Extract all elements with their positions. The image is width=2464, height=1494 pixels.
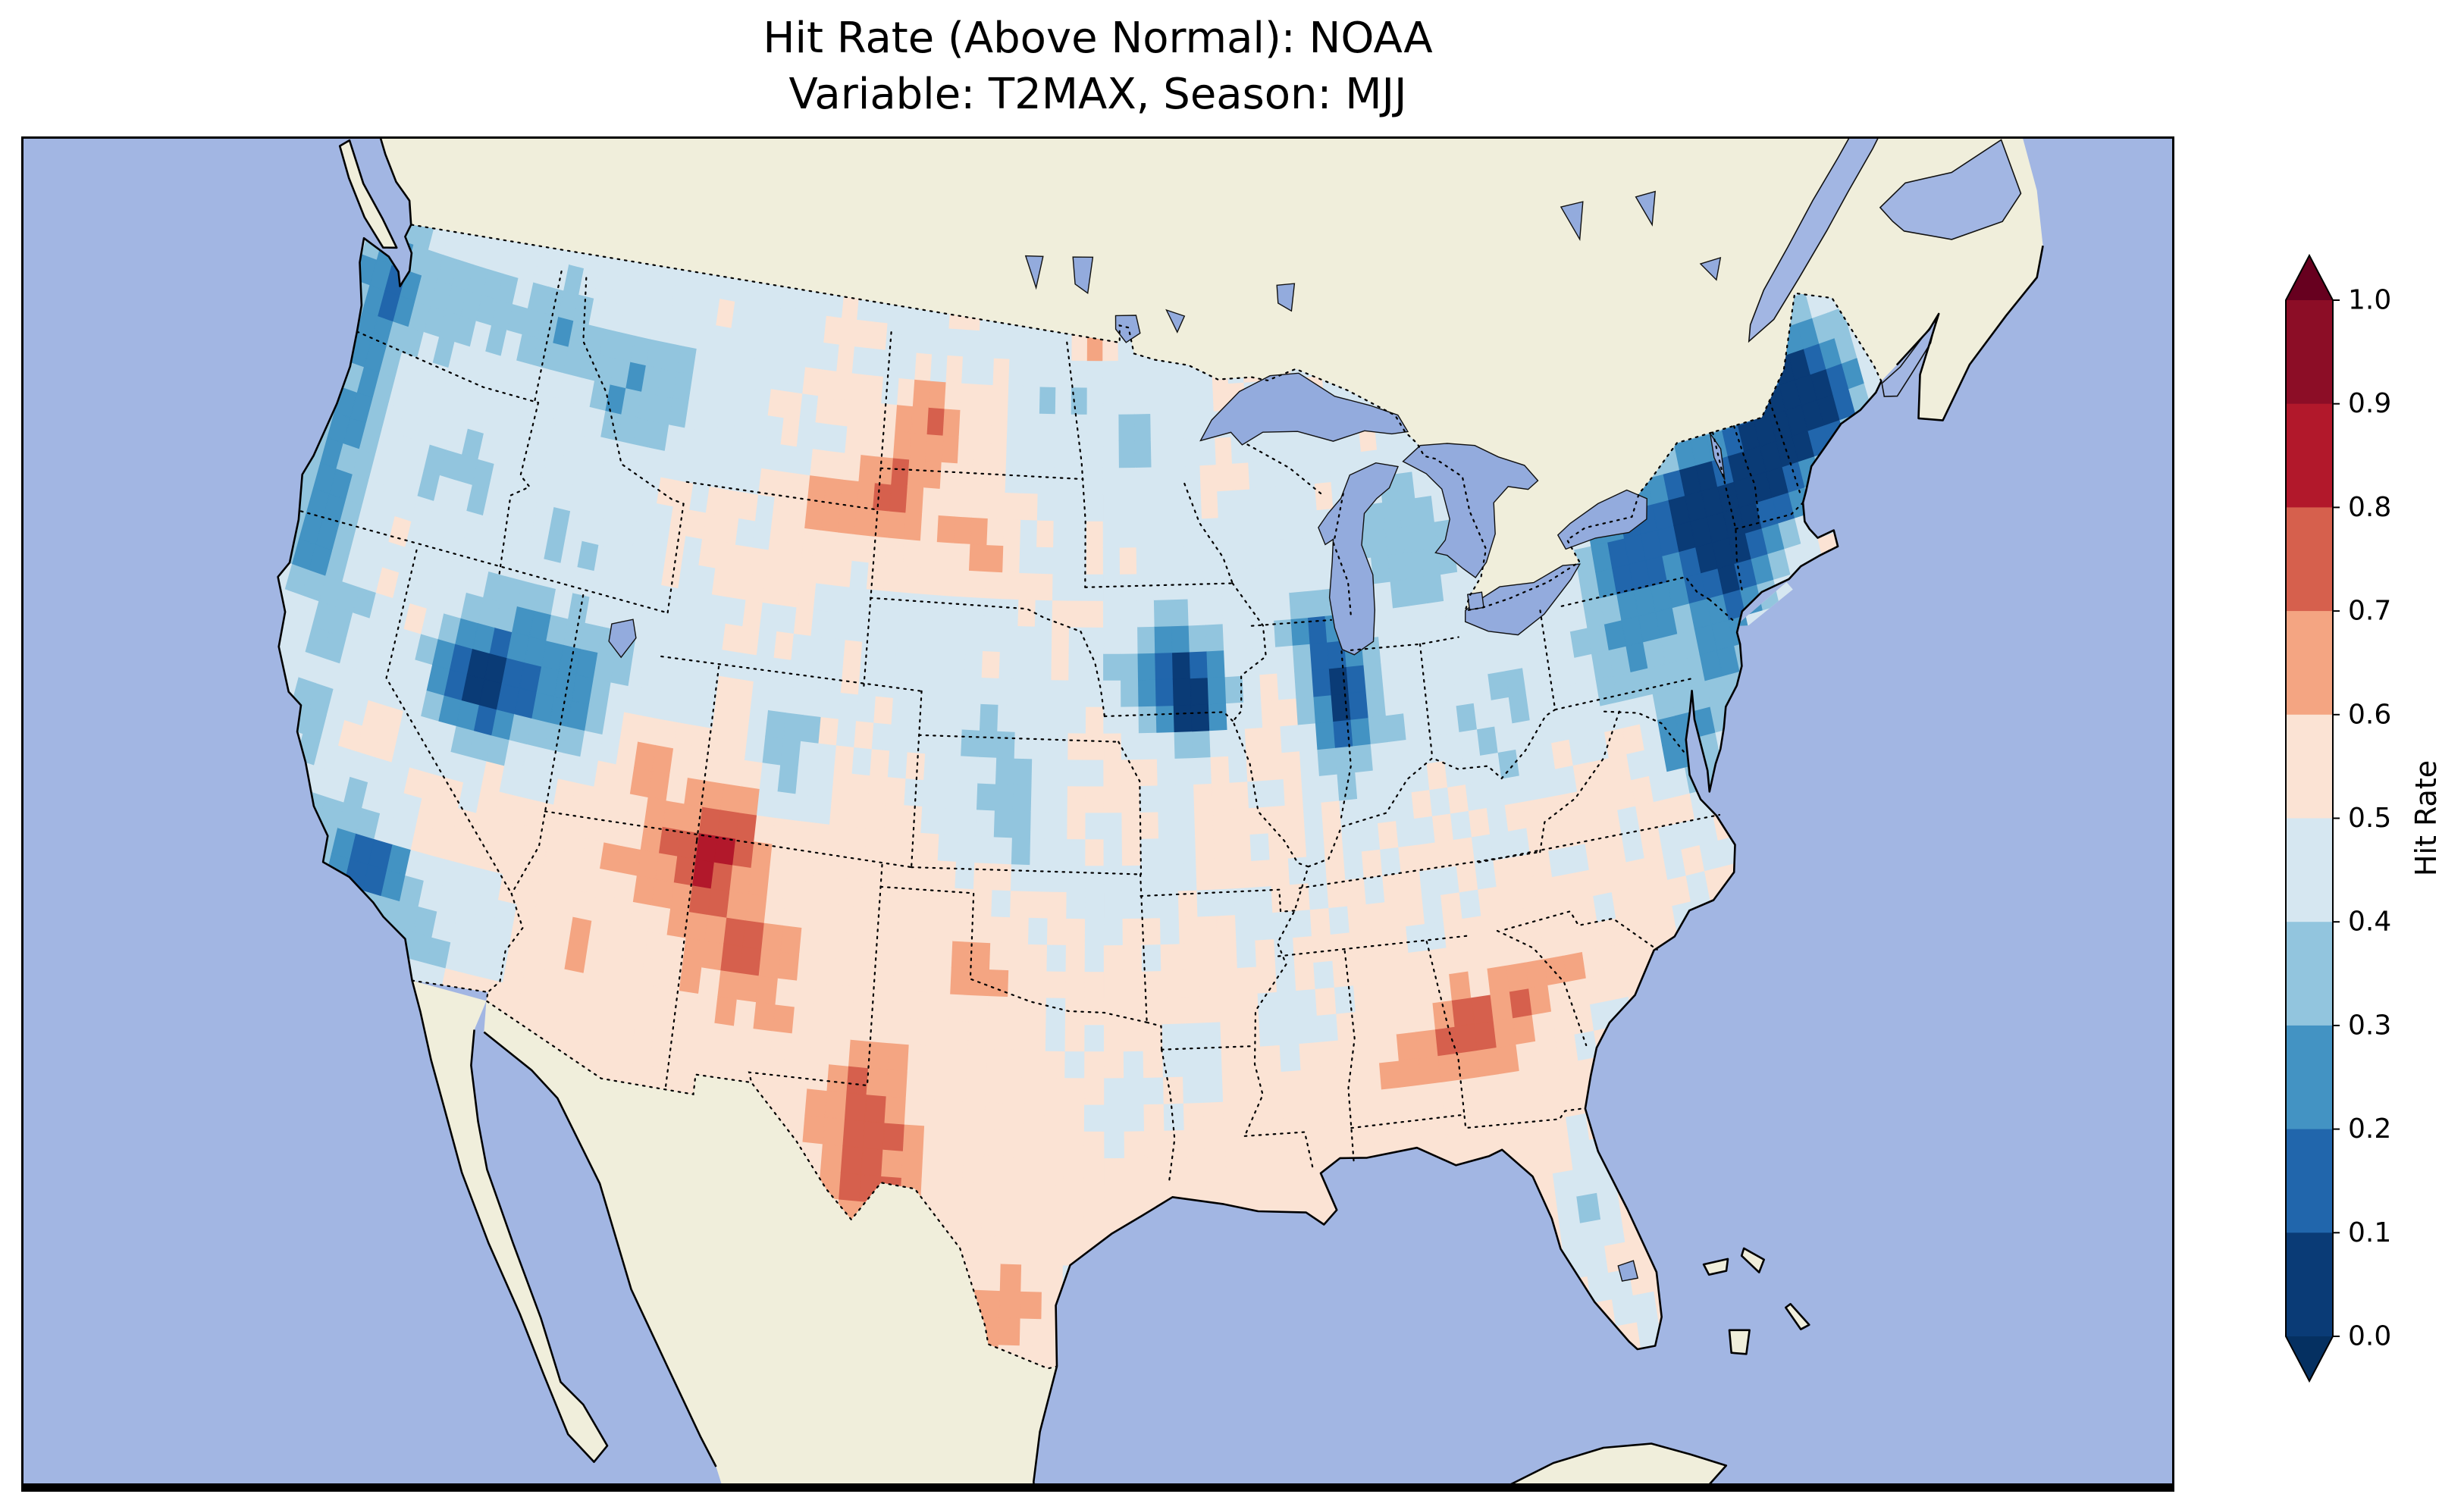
colorbar-tick-label: 0.0 [2348,1321,2391,1352]
colorbar-band [2286,1232,2333,1337]
lakes [608,136,2022,1282]
colorbar-tick-label: 0.1 [2348,1217,2391,1248]
colorbar-band [2286,403,2333,509]
colorbar-tick-label: 0.9 [2348,388,2391,419]
colorbar-band [2286,1129,2333,1234]
colorbar-arrow-under [2286,1336,2333,1381]
colorbar-tick-label: 0.5 [2348,803,2391,834]
colorbar-tick-label: 1.0 [2348,285,2391,316]
colorbar-band [2286,507,2333,612]
chart-title-line1: Hit Rate (Above Normal): NOAA [763,14,1433,63]
political-borders [299,224,1882,1370]
colorbar-band [2286,714,2333,819]
chart-title: Hit Rate (Above Normal): NOAA Variable: … [21,11,2174,123]
colorbar-band [2286,922,2333,1026]
colorbar-axis-label: Hit Rate [2409,760,2443,876]
chart-title-line2: Variable: T2MAX, Season: MJJ [788,69,1407,119]
colorbar-tick-label: 0.6 [2348,699,2391,730]
colorbar-arrow-over [2286,255,2333,300]
map-frame-bottom [21,1483,2174,1492]
colorbar-band [2286,818,2333,922]
colorbar-band [2286,1025,2333,1130]
colorbar-tick-label: 0.2 [2348,1113,2391,1145]
colorbar-tick-label: 0.4 [2348,907,2391,938]
colorbar-tick-label: 0.7 [2348,596,2391,627]
colorbar-band [2286,300,2333,405]
colorbar-tick-label: 0.3 [2348,1010,2391,1041]
map-canvas [21,136,2174,1492]
colorbar: 1.0 0.9 0.8 0.7 0.6 0.5 0.4 0.3 0.2 0.1 0.0 Hit Rat… [2285,253,2443,1383]
colorbar-band [2286,611,2333,716]
colorbar-tick-label: 0.8 [2348,492,2391,523]
